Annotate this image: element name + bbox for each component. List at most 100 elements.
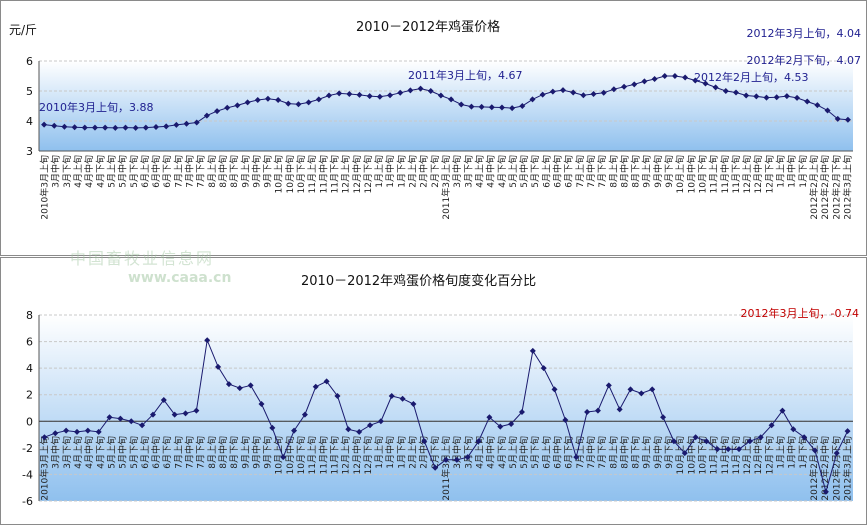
x-tick-label: 6月上旬 xyxy=(139,155,151,188)
x-tick-label: 6月中旬 xyxy=(552,155,564,188)
data-point xyxy=(112,124,119,131)
data-point xyxy=(833,450,840,457)
data-point xyxy=(106,414,113,421)
x-tick-label: 11月中旬 xyxy=(317,436,329,474)
x-tick-label: 12月中旬 xyxy=(752,436,764,474)
data-point xyxy=(732,89,739,96)
x-tick-label: 7月中旬 xyxy=(585,155,597,188)
data-point xyxy=(388,393,395,400)
x-tick-label: 10月中旬 xyxy=(685,155,697,193)
x-tick-label: 12月下旬 xyxy=(362,436,374,474)
x-tick-label: 1月下旬 xyxy=(395,436,407,469)
data-point xyxy=(661,73,668,79)
data-point xyxy=(128,418,135,425)
x-tick-label: 9月上旬 xyxy=(641,436,653,469)
y-axis-label: 元/斤 xyxy=(9,23,38,37)
x-tick-label: 11月上旬 xyxy=(306,436,318,474)
annotation-label: 2012年2月下旬，4.07 xyxy=(747,53,862,67)
x-tick-label: 4月上旬 xyxy=(473,155,485,188)
data-point xyxy=(285,100,292,107)
data-point xyxy=(692,77,699,84)
data-point xyxy=(725,446,732,453)
data-point xyxy=(570,89,577,96)
x-tick-label: 1月下旬 xyxy=(797,155,809,188)
x-tick-label: 9月中旬 xyxy=(652,436,664,469)
x-tick-label: 6月上旬 xyxy=(540,155,552,188)
data-point xyxy=(236,385,243,392)
y-tick-label: 4 xyxy=(26,362,33,375)
x-tick-label: 5月上旬 xyxy=(105,155,117,188)
data-point xyxy=(682,74,689,81)
x-tick-label: 11月下旬 xyxy=(328,155,340,193)
data-point xyxy=(139,422,146,429)
data-point xyxy=(295,101,302,108)
data-point xyxy=(323,378,330,385)
x-tick-label: 3月下旬 xyxy=(61,155,73,188)
data-point xyxy=(600,89,607,96)
data-point xyxy=(291,427,298,434)
data-point xyxy=(468,103,475,110)
data-point xyxy=(142,124,149,131)
x-tick-label: 4月中旬 xyxy=(83,436,95,469)
data-point xyxy=(549,88,556,95)
data-point xyxy=(790,426,797,433)
x-tick-label: 8月上旬 xyxy=(206,436,218,469)
y-tick-label: -4 xyxy=(22,468,33,481)
x-tick-label: 9月中旬 xyxy=(250,155,262,188)
chart-title: 2010－2012年鸡蛋价格旬度变化百分比 xyxy=(301,274,537,289)
x-tick-label: 5月中旬 xyxy=(518,436,530,469)
data-point xyxy=(346,91,353,97)
price-chart-panel: 元/斤 2010－2012年鸡蛋价格 3 4 5 6 2010年3月上旬 3月中旬 3月下旬… xyxy=(0,0,867,256)
data-point xyxy=(478,103,485,110)
data-point xyxy=(325,92,332,99)
y-tick-label: -2 xyxy=(22,442,33,455)
data-point xyxy=(844,116,851,123)
x-tick-label: 1月中旬 xyxy=(384,436,396,469)
data-point xyxy=(312,383,319,390)
x-tick-label: 10月下旬 xyxy=(295,155,307,193)
x-tick-label: 8月下旬 xyxy=(228,436,240,469)
x-tick-label: 6月下旬 xyxy=(161,436,173,469)
data-point xyxy=(631,81,638,88)
data-point xyxy=(366,93,373,100)
data-point xyxy=(160,397,167,404)
data-point xyxy=(73,428,80,435)
data-point xyxy=(149,411,156,418)
data-point xyxy=(193,119,200,126)
data-point xyxy=(61,123,68,130)
data-point xyxy=(275,97,282,103)
data-point xyxy=(132,124,139,131)
x-tick-label: 6月中旬 xyxy=(552,436,564,469)
x-tick-label: 2月下旬 xyxy=(429,155,441,188)
annotation-label: 2012年3月上旬，-0.74 xyxy=(741,306,859,320)
watermark: 中国畜牧业信息网 xyxy=(70,249,215,268)
x-tick-label: 12月中旬 xyxy=(752,155,764,193)
data-point xyxy=(712,84,719,91)
y-tick-label: 0 xyxy=(26,415,33,428)
data-point xyxy=(486,414,493,421)
data-point xyxy=(280,454,287,461)
x-tick-label: 8月上旬 xyxy=(607,436,619,469)
x-tick-label: 5月中旬 xyxy=(518,155,530,188)
x-tick-label: 11月中旬 xyxy=(719,436,731,474)
data-point xyxy=(345,426,352,433)
x-tick-label: 2012年3月上旬 xyxy=(841,155,853,220)
x-tick-label: 2月中旬 xyxy=(418,436,430,469)
x-tick-label: 6月下旬 xyxy=(161,155,173,188)
data-point xyxy=(671,73,678,79)
x-tick-label: 4月中旬 xyxy=(485,155,497,188)
x-tick-label: 9月下旬 xyxy=(262,436,274,469)
x-tick-label: 10月上旬 xyxy=(674,436,686,474)
y-tick-label: 8 xyxy=(26,309,33,322)
x-tick-label: 7月上旬 xyxy=(172,436,184,469)
x-tick-label: 5月上旬 xyxy=(507,155,519,188)
data-point xyxy=(722,88,729,94)
x-tick-label: 1月中旬 xyxy=(384,155,396,188)
x-tick-label: 2012年2月下旬 xyxy=(830,436,842,501)
x-tick-label: 7月下旬 xyxy=(596,436,608,469)
x-tick-label: 2010年3月上旬 xyxy=(39,436,51,501)
x-tick-label: 2月上旬 xyxy=(407,155,419,188)
x-tick-label: 10月下旬 xyxy=(696,155,708,193)
x-tick-label: 4月下旬 xyxy=(94,436,106,469)
